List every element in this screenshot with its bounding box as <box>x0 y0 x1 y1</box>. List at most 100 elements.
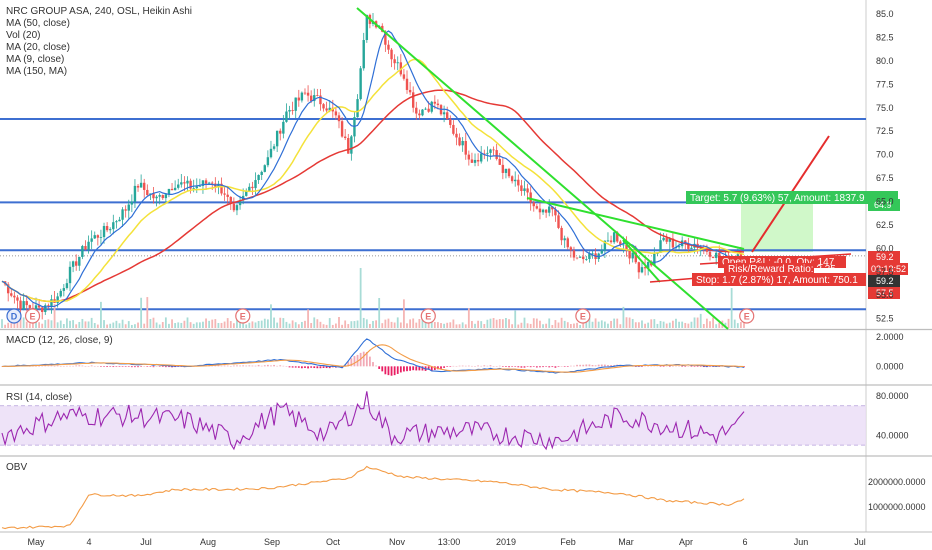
volume-bar <box>127 321 130 328</box>
candle-body <box>455 133 458 138</box>
volume-bar <box>668 322 671 328</box>
event-marker-earnings[interactable]: E <box>235 308 251 324</box>
riskreward-label-bg <box>724 263 814 274</box>
macd-histogram-bar <box>174 366 177 368</box>
candle-body <box>133 185 137 202</box>
candle-body <box>520 185 523 192</box>
macd-histogram-bar <box>421 366 424 371</box>
candle-body <box>124 209 127 211</box>
volume-bar <box>693 317 696 328</box>
volume-bar <box>650 319 653 328</box>
macd-histogram-bar <box>50 365 53 367</box>
macd-histogram-bar <box>152 366 155 368</box>
volume-bar <box>205 318 207 328</box>
macd-histogram-bar <box>690 366 693 367</box>
macd-histogram-bar <box>585 364 588 367</box>
macd-histogram-bar <box>344 364 347 367</box>
x-tick-label: Mar <box>618 537 634 547</box>
candle-body <box>396 62 399 64</box>
macd-histogram-bar <box>702 366 705 368</box>
trendlines <box>356 7 852 330</box>
candle-body <box>470 159 474 163</box>
macd-histogram-bar <box>130 366 133 368</box>
macd-histogram-bar <box>440 366 442 369</box>
volume-bar <box>616 318 619 328</box>
macd-histogram-bar <box>678 365 680 367</box>
candle-body <box>646 261 650 269</box>
volume-bar <box>16 319 19 328</box>
target-label-bg <box>686 191 898 204</box>
volume-bar <box>32 319 34 328</box>
candle-body <box>272 146 276 149</box>
candle-body <box>554 209 557 216</box>
volume-bar <box>681 321 684 328</box>
candle-body <box>207 182 211 184</box>
candle-body <box>442 112 446 115</box>
macd-histogram-bar <box>582 364 585 367</box>
macd-histogram-bar <box>566 366 569 367</box>
candle-body <box>254 180 257 189</box>
svg-text:E: E <box>580 312 586 322</box>
volume-bar <box>140 297 143 328</box>
candle-body <box>285 111 288 122</box>
volume-bar <box>421 319 424 328</box>
macd-histogram-bar <box>637 366 640 367</box>
volume-bar <box>634 322 637 328</box>
macd-histogram-bar <box>365 351 368 367</box>
event-marker-earnings[interactable]: E <box>24 308 41 324</box>
volume-bar <box>403 299 405 328</box>
macd-histogram-bar <box>671 366 674 367</box>
event-marker-earnings[interactable]: E <box>575 308 591 324</box>
volume-bar <box>576 322 578 328</box>
candle-body <box>195 186 198 189</box>
volume-bar <box>696 317 699 328</box>
volume-bar <box>647 322 650 328</box>
candle-body <box>575 257 579 259</box>
macd-histogram-bar <box>467 365 470 367</box>
volume-bar <box>449 322 452 328</box>
macd-histogram-bar <box>517 366 520 368</box>
event-marker-earnings[interactable]: E <box>739 308 755 324</box>
candle-body <box>118 219 121 222</box>
candle-body <box>25 301 28 306</box>
volume-bar <box>350 321 353 328</box>
grid-layer <box>0 0 932 533</box>
macd-histogram-bar <box>75 365 78 367</box>
volume-bar <box>415 322 418 328</box>
volume-bar <box>208 320 211 328</box>
macd-histogram-bar <box>273 364 275 367</box>
macd-histogram-bar <box>390 366 393 376</box>
volume-bar <box>226 318 229 328</box>
volume-bar <box>511 324 514 328</box>
price-tag-entry <box>868 251 900 263</box>
indicator-tick-label: 1000000.0000 <box>868 502 926 512</box>
candle-body <box>350 136 353 154</box>
volume-bar <box>279 317 282 328</box>
macd-histogram-bar <box>112 366 115 368</box>
candle-body <box>90 238 93 242</box>
macd-histogram-bar <box>600 364 603 367</box>
macd-histogram-bar <box>149 366 152 367</box>
volume-bar <box>7 322 10 328</box>
candle-body <box>563 238 566 241</box>
macd-histogram-bar <box>325 366 328 369</box>
volume-bar <box>393 322 396 328</box>
macd-histogram-bar <box>146 366 149 367</box>
volume-bar <box>545 323 548 328</box>
rsi-line <box>1 391 745 451</box>
price-tick-label: 55.0 <box>876 290 894 300</box>
candle-body <box>282 121 285 134</box>
volume-bar <box>168 323 170 328</box>
event-marker-earnings[interactable]: E <box>420 308 436 324</box>
macd-histogram-bar <box>375 365 377 367</box>
macd-histogram-bar <box>554 366 557 368</box>
event-marker-dividend[interactable]: D <box>6 308 22 324</box>
macd-histogram-bar <box>573 365 575 367</box>
macd-histogram-bar <box>297 366 300 368</box>
candle-body <box>711 256 715 258</box>
target-box <box>741 204 813 252</box>
candle-body <box>578 256 582 258</box>
macd-histogram-bar <box>712 366 714 367</box>
obv-title: OBV <box>6 462 27 473</box>
macd-histogram-bar <box>288 366 291 368</box>
